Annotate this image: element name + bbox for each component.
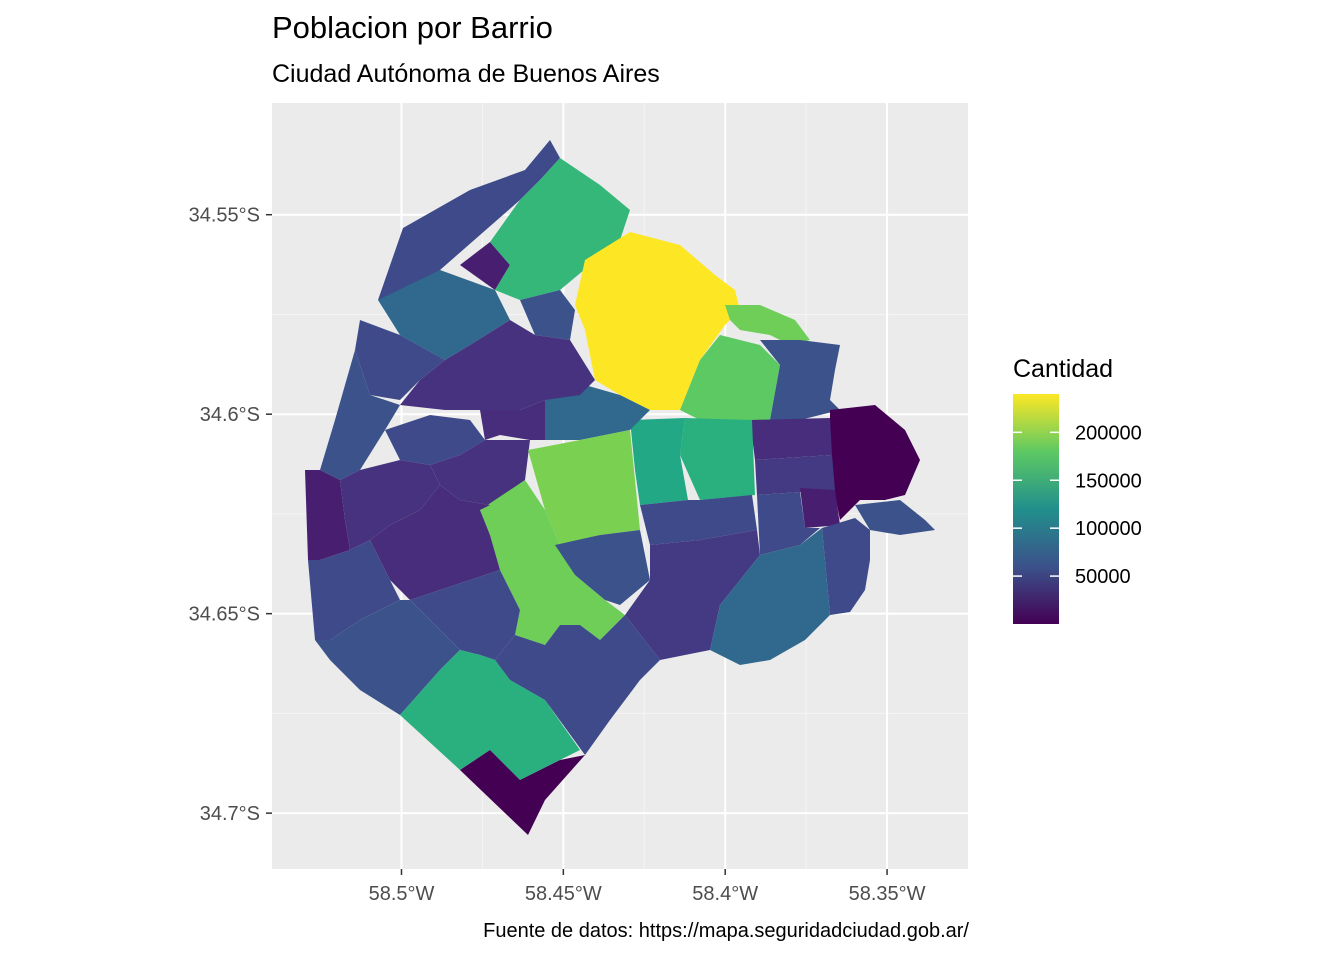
neighborhood-region [378,270,510,360]
legend-colorbar [1013,394,1059,624]
neighborhood-region [757,492,820,555]
neighborhood-region [490,158,630,300]
legend-break-label: 100000 [1075,518,1142,540]
x-tick-label: 58.4°W [692,883,758,905]
neighborhood-region [378,140,560,300]
neighborhood-region [545,385,650,440]
neighborhood-region [385,415,485,465]
chart-subtitle: Ciudad Autónoma de Buenos Aires [272,60,660,88]
neighborhood-region [555,530,650,605]
neighborhood-region [410,570,520,660]
neighborhood-region [460,750,585,835]
x-tick-label: 58.5°W [369,883,435,905]
neighborhood-region [710,528,830,665]
neighborhood-region [340,460,440,550]
x-tick-label: 58.35°W [849,883,926,905]
neighborhood-region [370,485,500,600]
legend-break-label: 50000 [1075,566,1131,588]
y-tick-label: 34.55°S [189,205,260,227]
neighborhood-region [750,418,832,460]
neighborhood-region [575,232,740,410]
neighborhood-region [760,340,840,420]
y-tick-label: 34.6°S [200,404,260,426]
legend-break-label: 200000 [1075,422,1142,444]
neighborhood-region [308,540,400,640]
legend-title: Cantidad [1013,355,1113,383]
y-tick-label: 34.65°S [189,604,260,626]
axis-ticks: 58.5°W 58.45°W 58.4°W 58.35°W 34.55°S 34.6°S 3… [189,205,926,905]
neighborhood-region [320,350,400,480]
neighborhood-regions [305,140,935,835]
neighborhood-region [528,430,640,545]
neighborhood-region [430,440,530,505]
neighborhood-region [830,405,920,520]
neighborhood-region [725,305,810,345]
neighborhood-region [480,400,545,440]
neighborhood-region [822,518,870,615]
y-tick-label: 34.7°S [200,803,260,825]
neighborhood-region [495,615,660,755]
neighborhood-region [480,480,625,645]
neighborhood-region [305,470,350,560]
neighborhood-region [400,320,595,410]
neighborhood-region [755,455,835,495]
neighborhood-region [800,488,840,528]
neighborhood-region [625,530,760,660]
neighborhood-region [630,418,688,505]
neighborhood-region [520,290,575,340]
neighborhood-region [315,600,460,715]
neighborhood-region [400,650,580,780]
neighborhood-region [680,335,780,420]
chart-title: Poblacion por Barrio [272,10,553,45]
neighborhood-region [640,495,757,545]
data-source-caption: Fuente de datos: https://mapa.seguridadc… [483,920,969,942]
neighborhood-region [855,500,935,535]
legend: Cantidad 200000 150000 100000 50000 [1013,355,1142,624]
neighborhood-region [355,320,445,400]
x-tick-label: 58.45°W [525,883,602,905]
neighborhood-region [680,418,755,500]
neighborhood-region [460,242,510,290]
legend-break-label: 150000 [1075,470,1142,492]
